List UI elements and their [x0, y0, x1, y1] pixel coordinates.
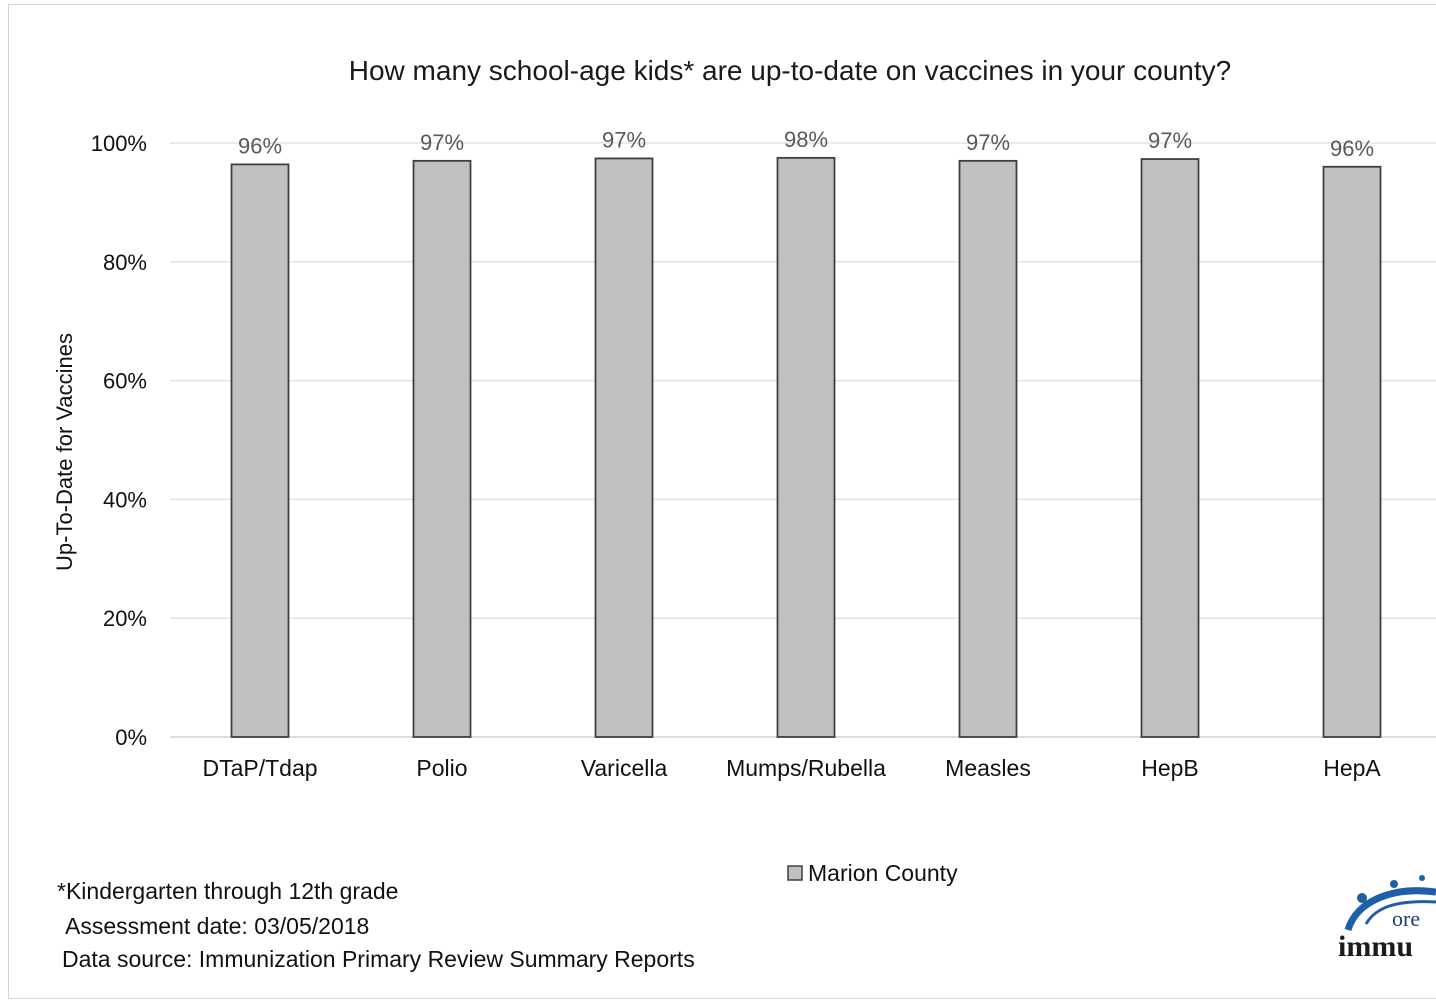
chart-title: How many school-age kids* are up-to-date…	[349, 55, 1231, 86]
footnote-assessment-date: Assessment date: 03/05/2018	[65, 913, 370, 939]
x-tick-label: HepB	[1141, 755, 1199, 781]
bar	[594, 157, 654, 738]
legend: Marion County	[787, 860, 958, 886]
footnote-data-source: Data source: Immunization Primary Review…	[62, 946, 695, 972]
y-axis-label: Up-To-Date for Vaccines	[52, 333, 77, 571]
y-axis-ticks: 0% 20% 40% 60% 80% 100%	[91, 131, 147, 750]
bar	[412, 159, 472, 738]
data-label: 97%	[1148, 128, 1192, 153]
x-tick-label: DTaP/Tdap	[202, 755, 317, 781]
x-axis-ticks: DTaP/Tdap Polio Varicella Mumps/Rubella Meas…	[202, 755, 1381, 781]
footnote-grades: *Kindergarten through 12th grade	[57, 878, 399, 904]
x-tick-label: Measles	[945, 755, 1031, 781]
bars	[230, 156, 1382, 738]
x-tick-label: Polio	[416, 755, 467, 781]
legend-swatch	[787, 865, 803, 881]
bar	[1322, 165, 1382, 738]
data-label: 97%	[602, 127, 646, 152]
bar	[1140, 158, 1200, 738]
data-label: 97%	[420, 130, 464, 155]
data-label: 98%	[784, 127, 828, 152]
y-tick-label: 0%	[115, 725, 147, 750]
data-label: 96%	[1330, 136, 1374, 161]
data-label: 97%	[966, 130, 1010, 155]
y-tick-label: 40%	[103, 487, 147, 512]
data-labels: 96% 97% 97% 98% 97% 97% 96%	[238, 127, 1374, 161]
y-tick-label: 100%	[91, 131, 147, 156]
oregon-immunization-logo: ore immu	[1336, 872, 1436, 967]
x-tick-label: HepA	[1323, 755, 1381, 781]
logo-swoosh-icon	[1344, 887, 1436, 932]
legend-label: Marion County	[808, 860, 958, 886]
x-tick-label: Mumps/Rubella	[726, 755, 886, 781]
x-tick-label: Varicella	[581, 755, 668, 781]
bar	[776, 156, 836, 738]
data-label: 96%	[238, 133, 282, 158]
chart-frame	[8, 4, 1436, 999]
y-tick-label: 60%	[103, 369, 147, 394]
y-tick-label: 80%	[103, 250, 147, 275]
bar	[958, 159, 1018, 738]
logo-text-line2: immu	[1338, 930, 1413, 963]
y-tick-label: 20%	[103, 606, 147, 631]
logo-text-line1: ore	[1392, 906, 1420, 931]
bar	[230, 163, 290, 738]
